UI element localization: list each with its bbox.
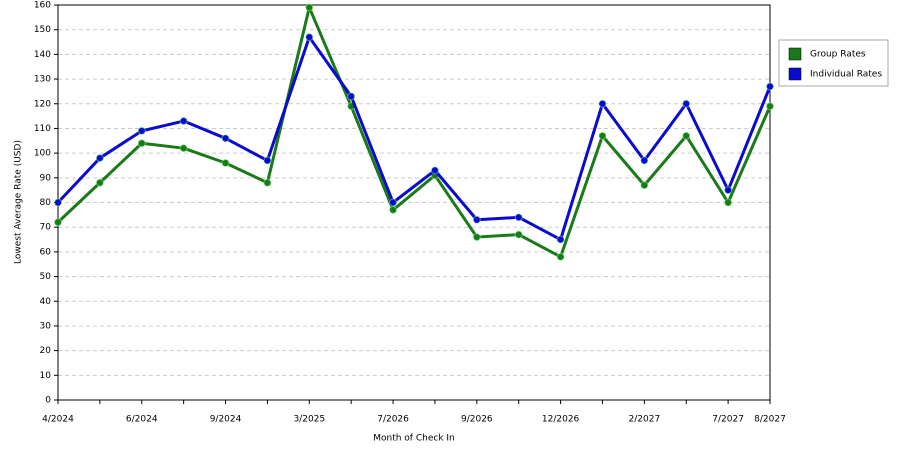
legend-swatch bbox=[788, 47, 802, 61]
series-line bbox=[56, 35, 772, 242]
point bbox=[221, 159, 230, 167]
point bbox=[682, 131, 691, 140]
x-tick-label: 6/2024 bbox=[126, 415, 158, 425]
point bbox=[305, 3, 314, 12]
point bbox=[95, 154, 104, 163]
y-tick-label: 80 bbox=[40, 198, 52, 208]
point bbox=[221, 134, 230, 143]
point bbox=[179, 144, 188, 153]
legend-swatch bbox=[788, 67, 802, 81]
y-tick-label: 130 bbox=[34, 75, 51, 85]
y-tick-label: 0 bbox=[45, 396, 51, 406]
point bbox=[389, 198, 398, 207]
y-tick-label: 100 bbox=[34, 149, 51, 159]
y-tick-label: 40 bbox=[40, 297, 52, 307]
x-tick-label: 9/2026 bbox=[461, 415, 493, 425]
x-axis-title: Month of Check In bbox=[373, 434, 455, 444]
point bbox=[766, 82, 774, 91]
point bbox=[598, 131, 607, 140]
y-tick-label: 50 bbox=[40, 272, 52, 282]
x-tick-label: 7/2026 bbox=[377, 415, 409, 425]
y-tick-label: 60 bbox=[40, 247, 52, 257]
y-tick-label: 20 bbox=[40, 346, 52, 356]
point bbox=[54, 198, 62, 207]
point bbox=[514, 213, 523, 222]
point bbox=[305, 33, 314, 42]
point bbox=[556, 235, 565, 244]
x-tick-label: 12/2026 bbox=[542, 415, 580, 425]
y-tick-label: 110 bbox=[34, 124, 51, 134]
legend-label: Individual Rates bbox=[810, 70, 882, 80]
point bbox=[95, 178, 104, 187]
point bbox=[640, 156, 649, 165]
point bbox=[54, 218, 62, 227]
point bbox=[598, 99, 607, 108]
y-tick-label: 120 bbox=[34, 99, 51, 109]
point bbox=[263, 178, 272, 187]
y-tick-label: 150 bbox=[34, 25, 51, 35]
y-tick-label: 70 bbox=[40, 223, 52, 233]
point bbox=[430, 166, 439, 175]
point bbox=[472, 215, 481, 224]
y-tick-label: 140 bbox=[34, 50, 51, 60]
y-tick-label: 160 bbox=[34, 1, 51, 11]
x-tick-label: 2/2027 bbox=[629, 415, 661, 425]
point bbox=[640, 181, 649, 190]
point bbox=[263, 156, 272, 165]
point bbox=[766, 102, 774, 111]
x-tick-label: 8/2027 bbox=[754, 415, 786, 425]
x-tick-label: 7/2027 bbox=[712, 415, 744, 425]
y-tick-label: 30 bbox=[40, 321, 52, 331]
y-tick-label: 10 bbox=[40, 371, 52, 381]
x-tick-label: 9/2024 bbox=[210, 415, 242, 425]
point bbox=[514, 230, 523, 239]
point bbox=[137, 139, 146, 148]
point bbox=[472, 233, 481, 242]
x-tick-label: 4/2024 bbox=[42, 415, 74, 425]
y-axis-title: Lowest Average Rate (USD) bbox=[14, 140, 24, 264]
point bbox=[179, 117, 188, 126]
series-line bbox=[56, 5, 772, 259]
x-tick-label: 3/2025 bbox=[293, 415, 325, 425]
point bbox=[556, 252, 565, 261]
point bbox=[137, 126, 146, 135]
point bbox=[347, 92, 356, 101]
point bbox=[724, 186, 733, 195]
legend-label: Group Rates bbox=[810, 50, 866, 60]
y-tick-label: 90 bbox=[40, 173, 52, 183]
point bbox=[724, 198, 733, 207]
point bbox=[389, 205, 398, 214]
point bbox=[682, 99, 691, 108]
